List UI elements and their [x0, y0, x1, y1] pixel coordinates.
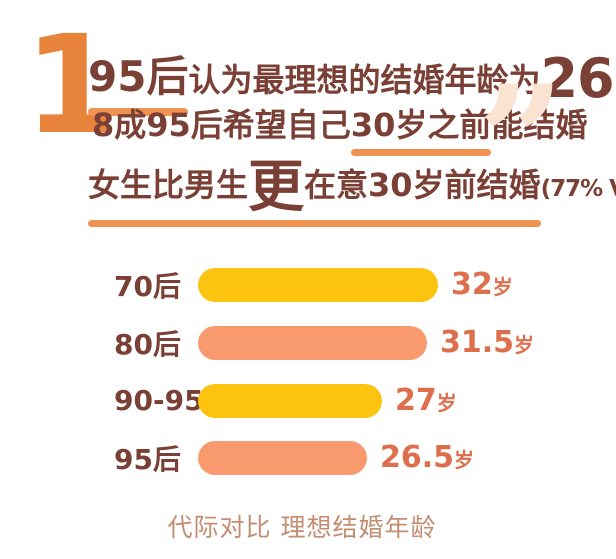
value-label: 26.5岁: [380, 440, 475, 475]
headline-line3-note: (77% VS 67.9%): [540, 176, 616, 202]
value-label: 27岁: [395, 383, 457, 418]
headline-line3-post: 在意30岁前结婚: [304, 166, 541, 204]
bar: [198, 383, 382, 418]
headline-line-3: 女生比男生更在意30岁前结婚(77% VS 67.9%): [88, 152, 616, 227]
chart-row: 80后 31.5岁: [114, 325, 535, 361]
headline-line3-underlined-phrase: 女生比男生更在意30岁前结婚: [88, 152, 541, 227]
value-label: 32岁: [451, 267, 513, 302]
headline-line-1: 95后认为最理想的结婚年龄为26.5岁: [88, 40, 616, 118]
headline-line1-text: 认为最理想的结婚年龄为: [188, 61, 541, 99]
headline-line3-pre: 女生比男生: [88, 166, 249, 204]
chart-row: 95后 26.5岁: [114, 440, 475, 476]
chart-caption: 代际对比 理想结婚年龄: [167, 513, 437, 542]
section-number: 1: [24, 7, 119, 165]
chart-row: 70后 32岁: [114, 267, 513, 303]
headline-highlight-95hou: 95后: [88, 47, 189, 116]
headline-line2-post: 能结婚: [491, 106, 588, 144]
row-label: 70后: [114, 269, 181, 303]
row-label: 80后: [114, 327, 181, 361]
chart-row: 90-95 27岁: [114, 383, 457, 418]
bar: [198, 440, 367, 475]
headline-line3-emphasis: 更: [248, 155, 305, 220]
bar: [198, 267, 438, 302]
bar: [198, 325, 427, 360]
headline-line2-pre: 8成95后希望自己: [92, 106, 351, 144]
headline-big-value: 26.5: [540, 47, 616, 110]
row-label: 90-95: [114, 384, 204, 417]
quote-mark-icon: ”: [478, 53, 565, 229]
value-label: 31.5岁: [440, 325, 535, 360]
headline-line-2: 8成95后希望自己30岁之前能结婚: [92, 105, 588, 156]
headline-line2-underlined: 30岁之前: [350, 105, 491, 156]
row-label: 95后: [114, 442, 181, 476]
